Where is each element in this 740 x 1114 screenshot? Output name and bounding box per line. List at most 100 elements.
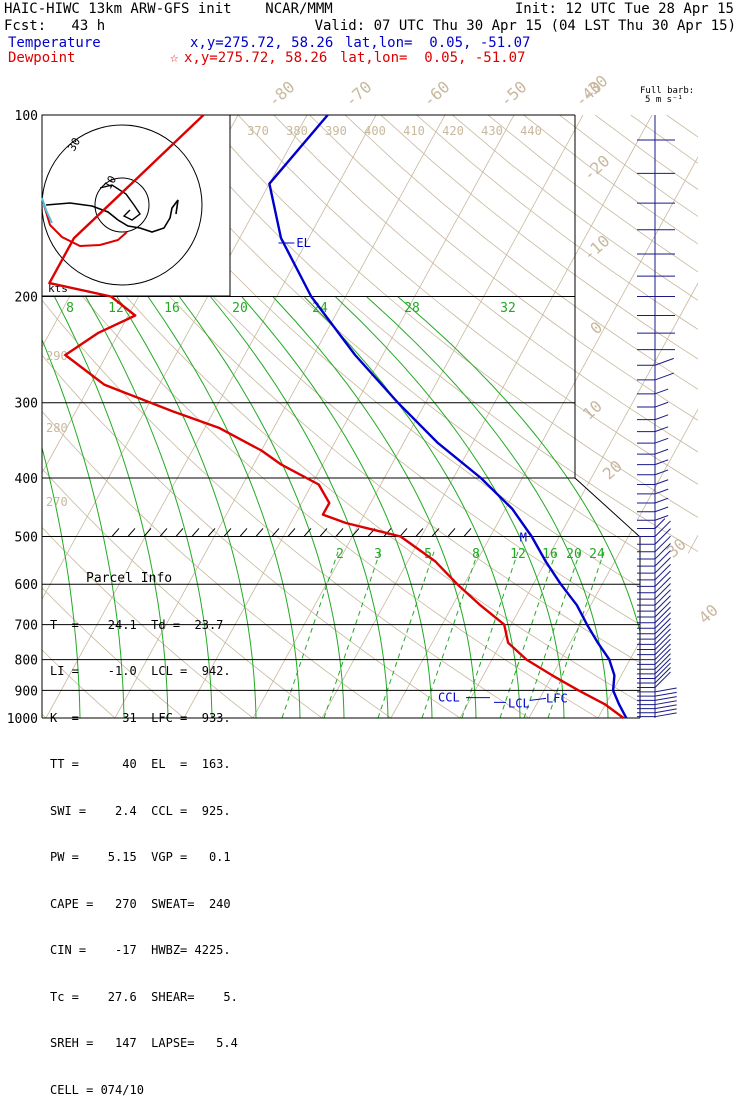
theta-label: 380 [286, 124, 308, 138]
isotherm [253, 115, 583, 718]
lfc-marker-label: LFC [546, 691, 568, 705]
hatch-mark [112, 528, 119, 536]
temperature-tick-right: -10 [579, 231, 613, 264]
wind-barb [655, 373, 674, 380]
temperature-tick-right: -20 [579, 151, 613, 184]
parcel-row: PW = 5.15 VGP = 0.1 [50, 850, 238, 866]
isobar-label: 200 [15, 291, 38, 306]
mixing-ratio-label: 20 [566, 547, 582, 562]
temperature-tick-right: 0 [586, 318, 606, 339]
mixing-ratio-label: 3 [374, 547, 382, 562]
wind-barb [655, 402, 668, 407]
mixing-ratio-line [282, 552, 338, 718]
hatch-mark [160, 528, 167, 536]
isobar-label: 400 [15, 472, 38, 487]
wind-barb [655, 515, 668, 520]
temperature-profile [269, 115, 626, 718]
isotherm [322, 115, 652, 718]
temperature-tick-top: -80 [264, 77, 298, 110]
moist-adiabat [242, 297, 432, 719]
wind-barb [655, 498, 668, 503]
hatch-mark [288, 528, 295, 536]
mixing-ratio-label: 12 [510, 547, 526, 562]
theta-label: 420 [442, 124, 464, 138]
dry-adiabat [488, 115, 740, 718]
ccl-marker-label: CCL [438, 691, 460, 705]
lfc-marker-line [530, 698, 546, 700]
parcel-row: SWI = 2.4 CCL = 925. [50, 804, 238, 820]
theta-label: 440 [520, 124, 542, 138]
temperature-tick-top: -50 [496, 77, 530, 110]
temperature-tick-top: -60 [419, 77, 453, 110]
el-marker-label: EL [296, 236, 310, 250]
hatch-mark [208, 528, 215, 536]
isobar-label: 700 [15, 619, 38, 634]
temperature-tick-top: -70 [341, 77, 375, 110]
hatch-mark [128, 528, 135, 536]
wind-barb [655, 460, 668, 465]
moist-adiabat-label: 16 [164, 301, 180, 316]
hodograph: 30 10 kts [42, 115, 230, 296]
isobar-label: 100 [15, 109, 38, 124]
parcel-row: K = 31 LFC = 933. [50, 711, 238, 727]
mixing-ratio-label: 24 [589, 547, 605, 562]
parcel-row: Tc = 27.6 SHEAR= 5. [50, 990, 238, 1006]
hatch-mark [144, 528, 151, 536]
parcel-row: CELL = 074/10 [50, 1083, 238, 1099]
isobar-label: 300 [15, 397, 38, 412]
hatch-mark [464, 528, 471, 536]
lcl-marker-label: LCL [508, 696, 530, 710]
temperature-tick-right: 40 [695, 600, 722, 627]
moist-adiabat-label: 20 [232, 301, 248, 316]
isotherm [529, 115, 740, 718]
theta-label: 290 [46, 349, 68, 363]
hatch-mark [240, 528, 247, 536]
temperature-tick-right: 20 [599, 456, 626, 483]
isotherm [736, 115, 740, 718]
isobar-label: 600 [15, 578, 38, 593]
hatch-mark [400, 528, 407, 536]
moist-adiabat [304, 297, 520, 719]
parcel-info-title: Parcel Info [50, 571, 238, 587]
theta-label: 280 [46, 421, 68, 435]
wind-barb [655, 389, 668, 394]
wind-barb [655, 507, 668, 512]
wind-barb [655, 427, 668, 432]
hatch-mark [336, 528, 343, 536]
parcel-row: CIN = -17 HWBZ= 4225. [50, 943, 238, 959]
wind-barb [655, 415, 668, 420]
parcel-row: CAPE = 270 SWEAT= 240 [50, 897, 238, 913]
hatch-mark [176, 528, 183, 536]
isobar-label: 1000 [7, 712, 38, 727]
isobar-label: 800 [15, 654, 38, 669]
hatch-mark [256, 528, 263, 536]
wind-barb [655, 358, 674, 365]
theta-label: 370 [247, 124, 269, 138]
wind-barb [655, 521, 671, 537]
mixing-ratio-label: 8 [472, 547, 480, 562]
isobar-label: 500 [15, 530, 38, 545]
wind-barb [655, 449, 668, 454]
parcel-info-panel: Parcel Info T = 24.1 Td = 23.7 LI = -1.0… [50, 540, 238, 1114]
mixing-ratio-line [324, 552, 380, 718]
parcel-row: SREH = 147 LAPSE= 5.4 [50, 1036, 238, 1052]
dry-adiabat [702, 115, 740, 718]
wind-barb [655, 470, 668, 475]
parcel-row: LI = -1.0 LCL = 942. [50, 664, 238, 680]
moist-adiabat-label: 8 [66, 301, 74, 316]
moist-adiabat-label: 28 [404, 301, 420, 316]
theta-label: 270 [46, 495, 68, 509]
parcel-row: TT = 40 EL = 163. [50, 757, 238, 773]
theta-label: 410 [403, 124, 425, 138]
hatch-mark [320, 528, 327, 536]
plot-frame-diagonal [575, 478, 640, 537]
isobar-label: 900 [15, 684, 38, 699]
theta-label: 430 [481, 124, 503, 138]
hatch-mark [448, 528, 455, 536]
mixing-ratio-label: 2 [336, 547, 344, 562]
hatch-mark [192, 528, 199, 536]
m-marker-label: M [520, 530, 527, 544]
temperature-tick-right: 10 [579, 396, 606, 423]
hatch-mark [352, 528, 359, 536]
parcel-row: T = 24.1 Td = 23.7 [50, 618, 238, 634]
